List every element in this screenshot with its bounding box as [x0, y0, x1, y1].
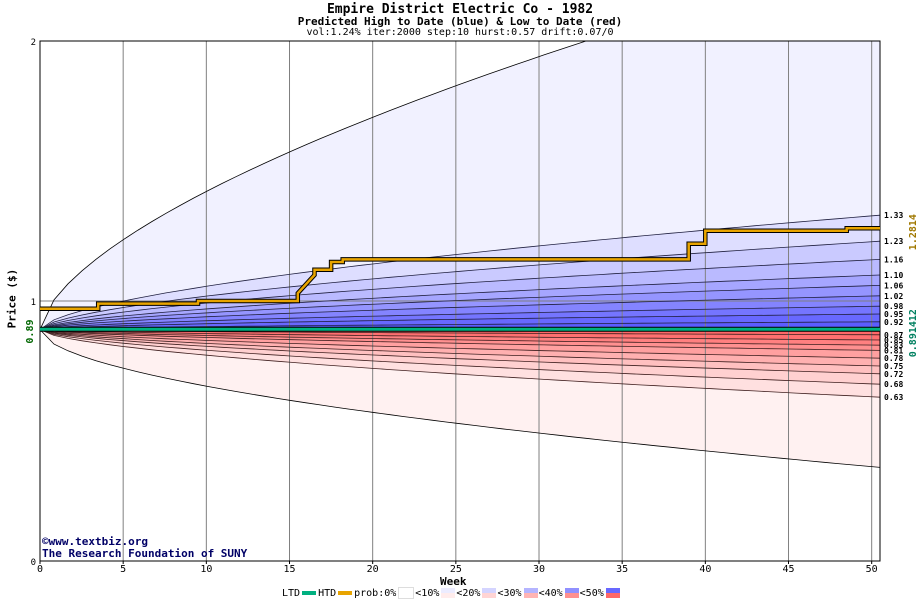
- legend-b40-label: <40%: [538, 587, 563, 599]
- legend-b30-label: <30%: [497, 587, 522, 599]
- x-tick-label-0: 0: [37, 564, 43, 575]
- legend-swatch-30: [523, 588, 538, 598]
- low-quantile-line-1: [39, 329, 881, 341]
- envelope-low: [40, 329, 880, 468]
- plot-border: [39, 40, 881, 562]
- legend-ltd-label: LTD: [282, 587, 301, 599]
- high-band-6: [40, 259, 880, 330]
- envelope-low-line: [39, 329, 881, 468]
- right-quantile-label-0: 1.33: [884, 211, 903, 220]
- x-tick-label-45: 45: [782, 564, 794, 575]
- right-quantile-label-16: 0.68: [884, 380, 903, 389]
- x-axis-title: Week: [440, 575, 467, 588]
- high-quantile-line-4: [39, 285, 881, 330]
- right-quantile-label-9: 0.87: [884, 331, 903, 340]
- low-quantile-line-4: [39, 329, 881, 359]
- right-quantile-label-15: 0.72: [884, 370, 903, 379]
- copyright-credit: ©www.textbiz.org: [42, 535, 148, 548]
- legend-swatch-50: [605, 588, 620, 598]
- low-quantile-line-3: [39, 329, 881, 351]
- start-price-label: 0.89: [25, 320, 36, 344]
- x-tick-label-5: 5: [120, 564, 126, 575]
- y-axis-title: Price ($): [5, 268, 19, 329]
- legend-prob-label: prob:0%: [354, 587, 397, 599]
- legend-swatch-10: [441, 588, 456, 598]
- y-tick-label-1: 1: [31, 298, 36, 308]
- right-quantile-label-13: 0.78: [884, 354, 903, 363]
- high-quantile-line-5: [39, 274, 881, 330]
- right-quantile-label-12: 0.81: [884, 346, 903, 355]
- right-quantile-label-17: 0.63: [884, 393, 903, 402]
- x-tick-label-35: 35: [616, 564, 628, 575]
- legend-b20-label: <20%: [456, 587, 481, 599]
- high-quantile-line-8: [39, 214, 881, 330]
- low-band-5: [40, 329, 880, 366]
- high-quantile-line-3: [39, 295, 881, 330]
- htd-final-label: 1.2814: [908, 214, 919, 250]
- right-quantile-label-6: 0.98: [884, 302, 903, 311]
- right-quantile-label-7: 0.95: [884, 310, 903, 319]
- high-band-2: [40, 306, 880, 330]
- envelope-high: [40, 41, 880, 330]
- low-quantile-line-6: [39, 329, 881, 375]
- high-band-3: [40, 295, 880, 330]
- simulation-params: vol:1.24% iter:2000 step:10 hurst:0.57 d…: [306, 27, 614, 38]
- x-tick-label-50: 50: [866, 564, 878, 575]
- y-tick-label-2: 2: [31, 38, 36, 48]
- legend-swatch-0: [398, 587, 415, 599]
- low-band-6: [40, 329, 880, 374]
- high-band-4: [40, 285, 880, 330]
- low-quantile-line-8: [39, 329, 881, 398]
- organization-credit: The Research Foundation of SUNY: [42, 547, 248, 560]
- legend-htd-swatch: [338, 591, 353, 595]
- legend-b10-label: <10%: [415, 587, 440, 599]
- x-tick-label-25: 25: [450, 564, 462, 575]
- right-quantile-label-3: 1.10: [884, 271, 903, 280]
- legend: LTD HTD prob:0% <10% <20% <30% <40% <50%: [282, 587, 621, 599]
- low-band-2: [40, 329, 880, 346]
- legend-htd-label: HTD: [318, 587, 337, 599]
- low-quantile-line-2: [39, 329, 881, 346]
- high-band-1: [40, 314, 880, 330]
- right-quantile-label-1: 1.23: [884, 237, 903, 246]
- high-band-5: [40, 275, 880, 330]
- x-tick-label-10: 10: [200, 564, 212, 575]
- high-band-7: [40, 241, 880, 330]
- x-tick-label-40: 40: [699, 564, 711, 575]
- x-tick-label-20: 20: [367, 564, 379, 575]
- right-quantile-label-11: 0.83: [884, 341, 903, 350]
- legend-b50-label: <50%: [579, 587, 604, 599]
- x-tick-label-30: 30: [533, 564, 545, 575]
- low-band-8: [40, 329, 880, 398]
- right-quantile-label-8: 0.92: [884, 318, 903, 327]
- right-quantile-label-10: 0.85: [884, 336, 903, 345]
- low-band-4: [40, 329, 880, 359]
- right-quantile-label-4: 1.06: [884, 281, 903, 290]
- high-quantile-line-2: [39, 305, 881, 330]
- legend-ltd-swatch: [302, 591, 317, 595]
- low-quantile-line-7: [39, 329, 881, 385]
- y-tick-label-0: 0: [31, 558, 36, 568]
- right-quantile-label-2: 1.16: [884, 255, 903, 264]
- high-band-8: [40, 215, 880, 330]
- chart-title: Empire District Electric Co - 1982: [326, 2, 594, 17]
- low-quantile-line-5: [39, 329, 881, 367]
- ltd-final-label: 0.891412: [908, 309, 919, 357]
- right-quantile-label-14: 0.75: [884, 362, 903, 371]
- right-quantile-label-5: 1.02: [884, 292, 903, 301]
- low-band-7: [40, 329, 880, 385]
- x-tick-label-15: 15: [283, 564, 295, 575]
- legend-swatch-40: [564, 588, 579, 598]
- chart-subtitle: Predicted High to Date (blue) & Low to D…: [297, 15, 623, 28]
- high-quantile-line-1: [39, 313, 881, 330]
- htd-series: [40, 226, 880, 311]
- legend-swatch-20: [482, 588, 497, 598]
- high-quantile-line-7: [39, 240, 881, 330]
